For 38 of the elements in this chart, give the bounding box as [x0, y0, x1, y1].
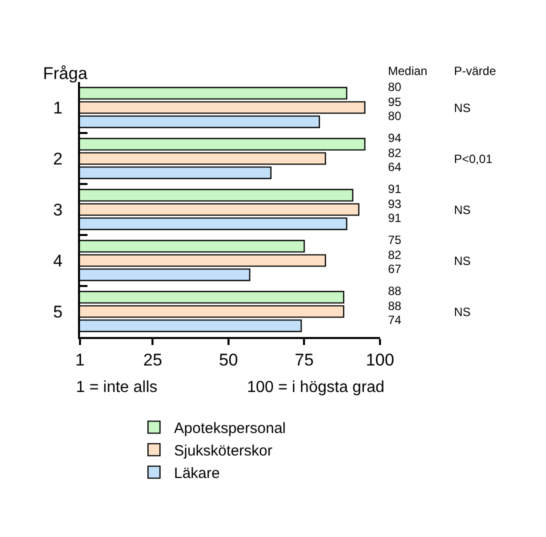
text: NS — [454, 203, 471, 217]
text: NS — [454, 101, 471, 115]
text: 64 — [388, 160, 402, 174]
text: 94 — [388, 131, 402, 145]
text: NS — [454, 305, 471, 319]
text: NS — [454, 254, 471, 268]
text: 67 — [388, 262, 402, 276]
legend-label: Sjuksköterskor — [174, 442, 272, 460]
x-tick-label: 25 — [143, 350, 162, 370]
text: 93 — [388, 197, 402, 211]
text: 88 — [388, 299, 402, 313]
text: 95 — [388, 95, 402, 109]
text: Median — [388, 64, 428, 78]
text: P-värde — [454, 64, 496, 78]
text: 91 — [388, 182, 402, 196]
x-tick-label: 1 — [75, 350, 85, 370]
y-tick-label: 3 — [53, 200, 63, 220]
legend-label: Läkare — [174, 465, 220, 482]
text: P<0,01 — [454, 152, 493, 166]
x-tick-label: 50 — [219, 350, 238, 370]
y-tick-label: 2 — [53, 149, 63, 168]
x-tick-label: 100 — [366, 350, 394, 370]
text: 74 — [388, 313, 402, 327]
text: 80 — [388, 80, 402, 94]
text: 82 — [388, 146, 402, 160]
y-tick-label: 5 — [53, 302, 63, 322]
text: 88 — [388, 284, 402, 298]
y-tick-label: 1 — [53, 98, 63, 118]
text: 82 — [388, 248, 402, 262]
text: 80 — [388, 109, 402, 123]
text: 1 = inte alls — [76, 379, 158, 396]
text: 91 — [388, 211, 402, 225]
text: 75 — [388, 233, 402, 247]
x-tick-label: 75 — [294, 350, 314, 370]
text: 100 = i högsta grad — [247, 379, 384, 396]
y-axis-title: Fråga — [43, 64, 88, 83]
y-tick-label: 4 — [53, 251, 63, 270]
legend-label: Apotekspersonal — [174, 420, 286, 438]
